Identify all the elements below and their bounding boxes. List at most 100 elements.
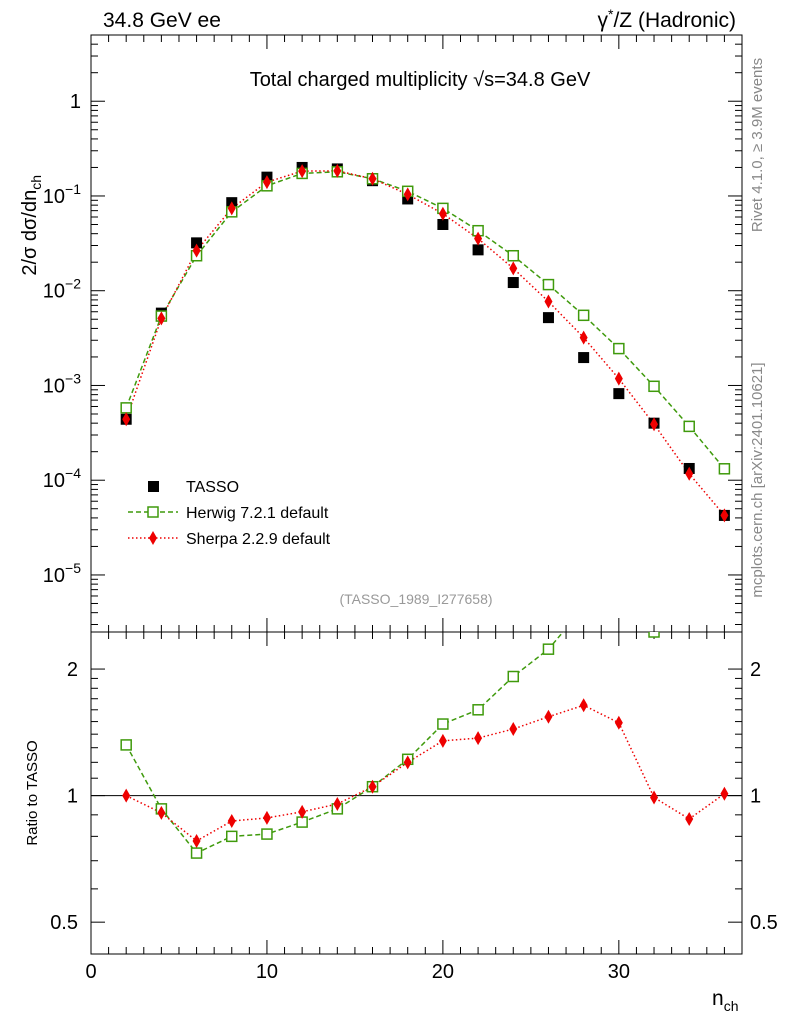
- ratio-line-sherpa: [125, 704, 725, 842]
- main-point-sherpa: [650, 417, 659, 432]
- ratio-x-tick-label: 0: [85, 961, 96, 983]
- main-point-sherpa: [368, 171, 377, 186]
- main-point-tasso: [472, 244, 484, 256]
- ratio-point-sherpa: [650, 790, 659, 805]
- ratio-point-herwig: [120, 739, 132, 751]
- main-point-herwig: [577, 309, 590, 322]
- main-point-herwig: [542, 278, 555, 291]
- legend-marker-tasso: [148, 481, 159, 492]
- ratio-point-herwig: [684, 604, 694, 614]
- main-point-herwig: [718, 463, 731, 475]
- ratio-point-sherpa: [298, 804, 307, 819]
- main-point-sherpa: [720, 508, 729, 523]
- ratio-point-herwig: [507, 670, 520, 683]
- main-point-herwig: [648, 380, 660, 393]
- main-point-tasso: [613, 388, 625, 400]
- main-point-sherpa: [403, 187, 412, 202]
- x-axis-label: nch: [712, 987, 738, 1014]
- ratio-x-tick-label: 20: [432, 961, 454, 983]
- ratio-line-herwig: [125, 632, 656, 855]
- ratio-point-herwig: [226, 830, 238, 843]
- main-y-tick-exponent: −3: [65, 370, 81, 386]
- ratio-point-sherpa: [122, 788, 131, 803]
- main-y-tick-label: 10−1: [43, 181, 81, 208]
- ratio-point-herwig: [190, 847, 203, 859]
- ratio-point-sherpa: [579, 698, 588, 713]
- legend: TASSO Herwig 7.2.1 default Sherpa 2.2.9 …: [128, 479, 331, 548]
- analysis-tag: (TASSO_1989_I277658): [339, 591, 492, 607]
- ratio-point-sherpa: [720, 786, 729, 801]
- ratio-y-tick-label-right: 1: [750, 786, 761, 808]
- main-point-sherpa: [474, 231, 483, 246]
- legend-entry-sherpa: Sherpa 2.2.9 default: [128, 531, 331, 548]
- ratio-point-herwig: [648, 632, 660, 638]
- main-point-sherpa: [614, 371, 623, 386]
- ratio-point-herwig: [542, 643, 555, 655]
- main-y-tick-mantissa: 10: [43, 186, 65, 208]
- main-point-sherpa: [227, 201, 236, 216]
- main-point-sherpa: [298, 164, 307, 179]
- ratio-y-tick-label-right: 0.5: [750, 912, 778, 934]
- ratio-point-sherpa: [544, 709, 553, 724]
- ratio-point-sherpa: [227, 814, 236, 829]
- ratio-point-herwig: [719, 584, 729, 594]
- main-point-herwig: [120, 402, 132, 414]
- ratio-y-tick-label-left: 1: [67, 786, 78, 808]
- main-point-sherpa: [509, 261, 518, 276]
- main-y-axis-label: 2/σ dσ/dnch: [19, 175, 44, 276]
- main-point-herwig: [683, 420, 695, 433]
- main-y-tick-exponent: −5: [65, 560, 81, 576]
- energy-label: 34.8 GeV ee: [103, 9, 221, 32]
- main-point-tasso: [437, 218, 449, 230]
- ratio-point-sherpa: [614, 715, 623, 730]
- ratio-point-sherpa: [403, 755, 412, 770]
- ratio-point-sherpa: [262, 810, 271, 825]
- ratio-x-tick-label: 30: [608, 961, 630, 983]
- legend-entry-tasso: TASSO: [148, 479, 239, 496]
- main-point-herwig: [507, 249, 520, 262]
- ratio-point-herwig: [614, 590, 624, 600]
- ratio-panel-frame: [90, 631, 743, 955]
- ratio-point-herwig: [579, 603, 589, 613]
- legend-label-sherpa: Sherpa 2.2.9 default: [186, 531, 331, 548]
- main-y-tick-exponent: −4: [65, 465, 81, 481]
- ratio-y-axis-label: Ratio to TASSO: [24, 740, 41, 845]
- main-line-sherpa: [125, 170, 725, 516]
- main-y-tick-label: 10−3: [43, 370, 81, 397]
- main-y-tick-exponent: −1: [65, 181, 81, 197]
- mcplots-label: mcplots.cern.ch [arXiv:2401.10621]: [749, 362, 766, 597]
- main-series-layer: [120, 161, 731, 523]
- ratio-point-sherpa: [192, 833, 201, 848]
- ratio-y-tick-label-left: 2: [67, 659, 78, 681]
- ratio-point-sherpa: [509, 722, 518, 737]
- ratio-point-sherpa: [368, 779, 377, 794]
- ratio-point-sherpa: [474, 731, 483, 746]
- main-line-herwig: [125, 171, 725, 470]
- main-axis-ticks: 110−110−210−310−410−5: [43, 34, 743, 632]
- rivet-label: Rivet 4.1.0, ≥ 3.9M events: [749, 58, 766, 232]
- main-y-tick-mantissa: 10: [43, 565, 65, 587]
- main-point-sherpa: [333, 163, 342, 178]
- ratio-point-sherpa: [157, 805, 166, 820]
- main-y-tick-mantissa: 10: [43, 470, 65, 492]
- ratio-series-layer: [120, 584, 729, 859]
- main-y-tick-label: 10−2: [43, 276, 81, 303]
- ratio-point-sherpa: [333, 797, 342, 812]
- main-point-tasso: [191, 237, 203, 249]
- main-point-herwig: [613, 342, 625, 355]
- main-point-sherpa: [262, 175, 271, 190]
- legend-entry-herwig: Herwig 7.2.1 default: [128, 505, 329, 522]
- ratio-point-sherpa: [685, 811, 694, 826]
- main-point-sherpa: [579, 330, 588, 345]
- main-point-tasso: [542, 312, 554, 324]
- main-point-tasso: [507, 277, 519, 289]
- main-y-tick-mantissa: 10: [43, 375, 65, 397]
- main-y-tick-label: 10−4: [43, 465, 81, 492]
- legend-label-tasso: TASSO: [186, 479, 239, 496]
- plot-title: Total charged multiplicity √s=34.8 GeV: [250, 69, 591, 91]
- main-point-sherpa: [438, 206, 447, 221]
- main-y-tick-label: 10−5: [43, 560, 81, 587]
- ratio-point-herwig: [437, 718, 449, 730]
- ratio-point-herwig: [261, 828, 273, 840]
